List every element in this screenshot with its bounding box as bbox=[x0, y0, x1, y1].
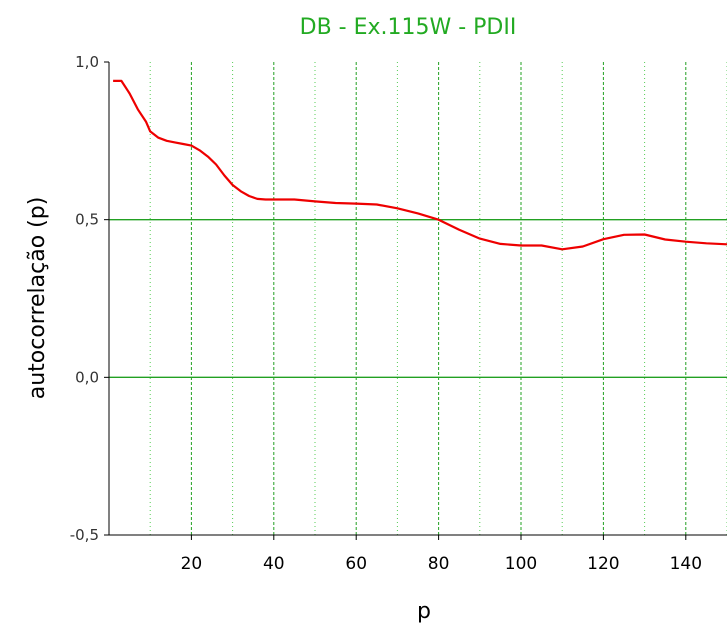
axes-layer bbox=[108, 62, 727, 536]
y-tick-label: 0,5 bbox=[75, 211, 99, 229]
x-tick-label: 60 bbox=[345, 554, 367, 574]
y-tick-label: -0,5 bbox=[70, 526, 99, 544]
ticks-layer: -0,5 0,0 0,5 1,0 20 40 60 80 100 120 140 bbox=[70, 53, 702, 574]
x-tick-label: 20 bbox=[181, 554, 203, 574]
x-tick-label: 40 bbox=[263, 554, 285, 574]
y-axis-label: autocorrelação (p) bbox=[25, 197, 50, 400]
x-tick-label: 100 bbox=[505, 554, 537, 574]
x-tick-label: 120 bbox=[587, 554, 619, 574]
series-line bbox=[113, 79, 727, 251]
chart-title: DB - Ex.115W - PDII bbox=[300, 15, 517, 40]
y-tick-label: 0,0 bbox=[75, 368, 99, 386]
y-tick-label: 1,0 bbox=[75, 53, 99, 71]
series-layer bbox=[113, 79, 727, 251]
x-tick-label: 80 bbox=[428, 554, 450, 574]
x-tick-label: 140 bbox=[670, 554, 702, 574]
grid-layer bbox=[109, 62, 727, 535]
x-axis-label: p bbox=[417, 599, 431, 624]
